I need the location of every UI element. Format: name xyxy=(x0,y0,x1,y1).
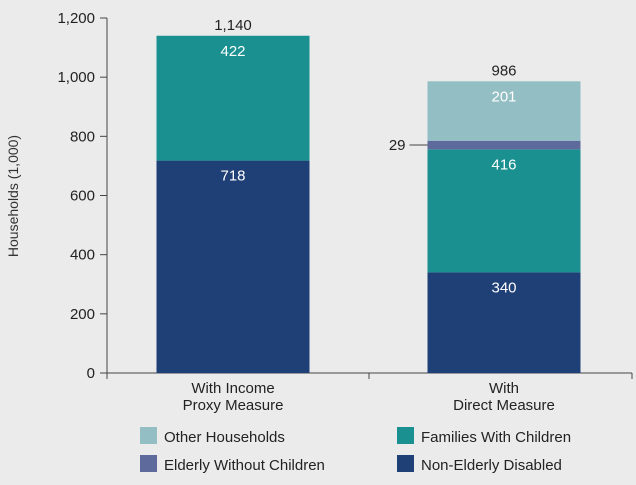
y-tick-label: 800 xyxy=(70,128,95,145)
legend-swatch xyxy=(397,427,414,444)
bar-segment xyxy=(156,160,310,373)
x-category-label: With Income xyxy=(191,380,274,397)
segment-label: 29 xyxy=(389,137,406,154)
y-tick-label: 400 xyxy=(70,247,95,264)
bar-segment xyxy=(427,149,581,273)
legend-entry: Families With Children xyxy=(421,429,571,446)
bar-segment xyxy=(427,140,581,150)
x-category-label: Proxy Measure xyxy=(183,397,284,414)
legend-entry: Elderly Without Children xyxy=(164,457,325,474)
x-category-label: Direct Measure xyxy=(453,397,555,414)
bar-segment xyxy=(427,272,581,373)
y-tick-label: 1,200 xyxy=(57,10,95,27)
bar-segment xyxy=(427,81,581,141)
legend-entry: Other Households xyxy=(164,429,285,446)
x-category-label: With xyxy=(489,380,519,397)
bar-total-label: 1,140 xyxy=(214,17,252,34)
bars xyxy=(156,35,581,373)
legend-swatch xyxy=(140,427,157,444)
axes: 0 200 400 600 800 1,000 1,200 With IncomeProxy … xyxy=(57,10,633,414)
segment-label: 201 xyxy=(491,88,516,105)
y-tick-label: 1,000 xyxy=(57,69,95,86)
legend: Other Households Families With Children El… xyxy=(140,427,571,474)
legend-swatch xyxy=(397,455,414,472)
y-tick-label: 600 xyxy=(70,188,95,205)
bar-total-label: 986 xyxy=(491,62,516,79)
legend-swatch xyxy=(140,455,157,472)
y-tick-label: 0 xyxy=(87,365,95,382)
y-axis-label: Households (1,000) xyxy=(5,135,21,257)
bar-segment xyxy=(156,35,310,161)
y-tick-label: 200 xyxy=(70,306,95,323)
segment-label: 416 xyxy=(491,156,516,173)
legend-entry: Non-Elderly Disabled xyxy=(421,457,562,474)
segment-label: 340 xyxy=(491,279,516,296)
segment-label: 718 xyxy=(220,168,245,185)
segment-label: 422 xyxy=(220,43,245,60)
data-labels: 718 422 1,140 340 416 29 201 986 xyxy=(214,17,516,297)
